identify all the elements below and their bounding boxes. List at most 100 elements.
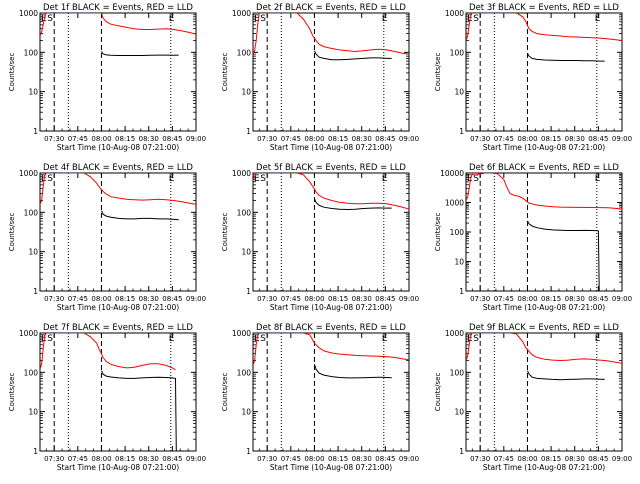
x-tick-label: 08:00 xyxy=(91,135,111,143)
panel-title: Det 7f BLACK = Events, RED = LLD xyxy=(43,323,193,333)
marker-label-s: S xyxy=(473,334,479,344)
end-marker-label: E xyxy=(595,14,601,24)
x-tick-label: 08:00 xyxy=(91,295,111,303)
series-line-events xyxy=(314,50,392,61)
x-tick-label: 09:00 xyxy=(612,295,632,303)
marker-label-s: S xyxy=(47,14,53,24)
marker-label-e: E xyxy=(467,174,473,184)
x-tick-label: 09:00 xyxy=(186,135,206,143)
y-tick-label: 10 xyxy=(241,88,251,97)
x-tick-label: 08:45 xyxy=(588,455,608,463)
x-tick-label: 08:30 xyxy=(565,295,585,303)
end-marker-label: E xyxy=(169,334,175,344)
y-tick-label: 1000 xyxy=(19,329,38,338)
marker-label-s: S xyxy=(47,174,53,184)
x-tick-label: 09:00 xyxy=(399,135,419,143)
series-line-events xyxy=(101,370,177,451)
y-tick-label: 1000 xyxy=(19,169,38,178)
series-line-lld xyxy=(253,173,409,210)
plot-frame xyxy=(465,332,623,452)
y-axis-label: Counts/sec xyxy=(221,213,229,252)
end-marker-label: E xyxy=(169,174,175,184)
panel-title: Det 9f BLACK = Events, RED = LLD xyxy=(469,323,619,333)
x-tick-label: 08:00 xyxy=(517,455,537,463)
series-line-events xyxy=(314,364,392,379)
panel-det-7: Det 7f BLACK = Events, RED = LLD 1 10 100 10… xyxy=(8,323,206,472)
panel-det-6: Det 6f BLACK = Events, RED = LLD 1 10 100 10… xyxy=(434,163,632,312)
y-axis-label: Counts/sec xyxy=(434,213,442,252)
y-tick-label: 1000 xyxy=(232,9,251,18)
x-tick-label: 09:00 xyxy=(399,295,419,303)
plot-frame xyxy=(39,172,197,292)
x-tick-label: 08:00 xyxy=(517,295,537,303)
panel-title: Det 3f BLACK = Events, RED = LLD xyxy=(469,3,619,13)
x-tick-label: 08:00 xyxy=(517,135,537,143)
y-tick-label: 10 xyxy=(454,88,464,97)
y-tick-label: 1 xyxy=(459,127,464,136)
panel-det-5: Det 5f BLACK = Events, RED = LLD 1 10 100 10… xyxy=(221,163,419,312)
y-tick-label: 100 xyxy=(24,368,39,377)
y-tick-label: 10 xyxy=(454,258,464,267)
series-line-events xyxy=(101,51,179,56)
y-axis-label: Counts/sec xyxy=(8,373,16,412)
y-tick-label: 10 xyxy=(241,408,251,417)
x-tick-label: 07:45 xyxy=(281,295,301,303)
x-tick-label: 07:45 xyxy=(281,455,301,463)
x-tick-label: 08:30 xyxy=(139,455,159,463)
x-tick-label: 08:00 xyxy=(304,295,324,303)
y-tick-label: 100 xyxy=(450,228,465,237)
y-tick-label: 10 xyxy=(28,248,38,257)
y-tick-label: 10 xyxy=(454,408,464,417)
series-line-lld xyxy=(40,333,176,371)
marker-label-s: S xyxy=(260,174,266,184)
series-line-events xyxy=(527,52,605,62)
x-tick-label: 07:45 xyxy=(494,455,514,463)
x-tick-label: 07:30 xyxy=(470,135,490,143)
end-marker-label: E xyxy=(169,14,175,24)
x-tick-label: 09:00 xyxy=(186,455,206,463)
y-axis-label: Counts/sec xyxy=(434,53,442,92)
x-tick-label: 08:45 xyxy=(375,135,395,143)
panel-det-4: Det 4f BLACK = Events, RED = LLD 1 10 100 10… xyxy=(8,163,206,312)
panel-det-2: Det 2f BLACK = Events, RED = LLD 1 10 100 10… xyxy=(221,3,419,152)
series-line-events xyxy=(527,370,605,381)
y-tick-label: 10 xyxy=(241,248,251,257)
y-tick-label: 1000 xyxy=(445,199,464,208)
series-line-events xyxy=(101,210,179,221)
panel-title: Det 2f BLACK = Events, RED = LLD xyxy=(256,3,406,13)
x-tick-label: 08:15 xyxy=(115,455,135,463)
panel-title: Det 6f BLACK = Events, RED = LLD xyxy=(469,163,619,173)
series-line-lld xyxy=(253,13,409,55)
end-marker-label: E xyxy=(382,14,388,24)
x-tick-label: 08:15 xyxy=(541,135,561,143)
series-line-lld xyxy=(466,333,622,364)
x-tick-label: 09:00 xyxy=(612,455,632,463)
y-tick-label: 1 xyxy=(33,447,38,456)
end-marker-label: E xyxy=(382,174,388,184)
panel-det-3: Det 3f BLACK = Events, RED = LLD 1 10 100 10… xyxy=(434,3,632,152)
y-axis-label: Counts/sec xyxy=(434,373,442,412)
marker-label-s: S xyxy=(473,174,479,184)
y-axis-label: Counts/sec xyxy=(221,373,229,412)
x-tick-label: 08:30 xyxy=(139,295,159,303)
y-tick-label: 10 xyxy=(28,408,38,417)
marker-label-s: S xyxy=(47,334,53,344)
y-tick-label: 100 xyxy=(450,368,465,377)
x-tick-label: 08:45 xyxy=(588,295,608,303)
x-axis-label: Start Time (10-Aug-08 07:21:00) xyxy=(57,143,179,152)
y-tick-label: 10000 xyxy=(440,169,464,178)
end-marker-label: E xyxy=(382,334,388,344)
y-tick-label: 1000 xyxy=(445,329,464,338)
x-axis-label: Start Time (10-Aug-08 07:21:00) xyxy=(483,143,605,152)
panel-title: Det 4f BLACK = Events, RED = LLD xyxy=(43,163,193,173)
x-axis-label: Start Time (10-Aug-08 07:21:00) xyxy=(270,303,392,312)
x-tick-label: 08:45 xyxy=(588,135,608,143)
y-tick-label: 100 xyxy=(237,48,252,57)
plot-frame xyxy=(252,332,410,452)
marker-label-e: E xyxy=(254,14,260,24)
x-tick-label: 07:45 xyxy=(494,135,514,143)
y-tick-label: 1 xyxy=(246,287,251,296)
series-line-events xyxy=(314,198,392,211)
x-tick-label: 08:15 xyxy=(115,135,135,143)
